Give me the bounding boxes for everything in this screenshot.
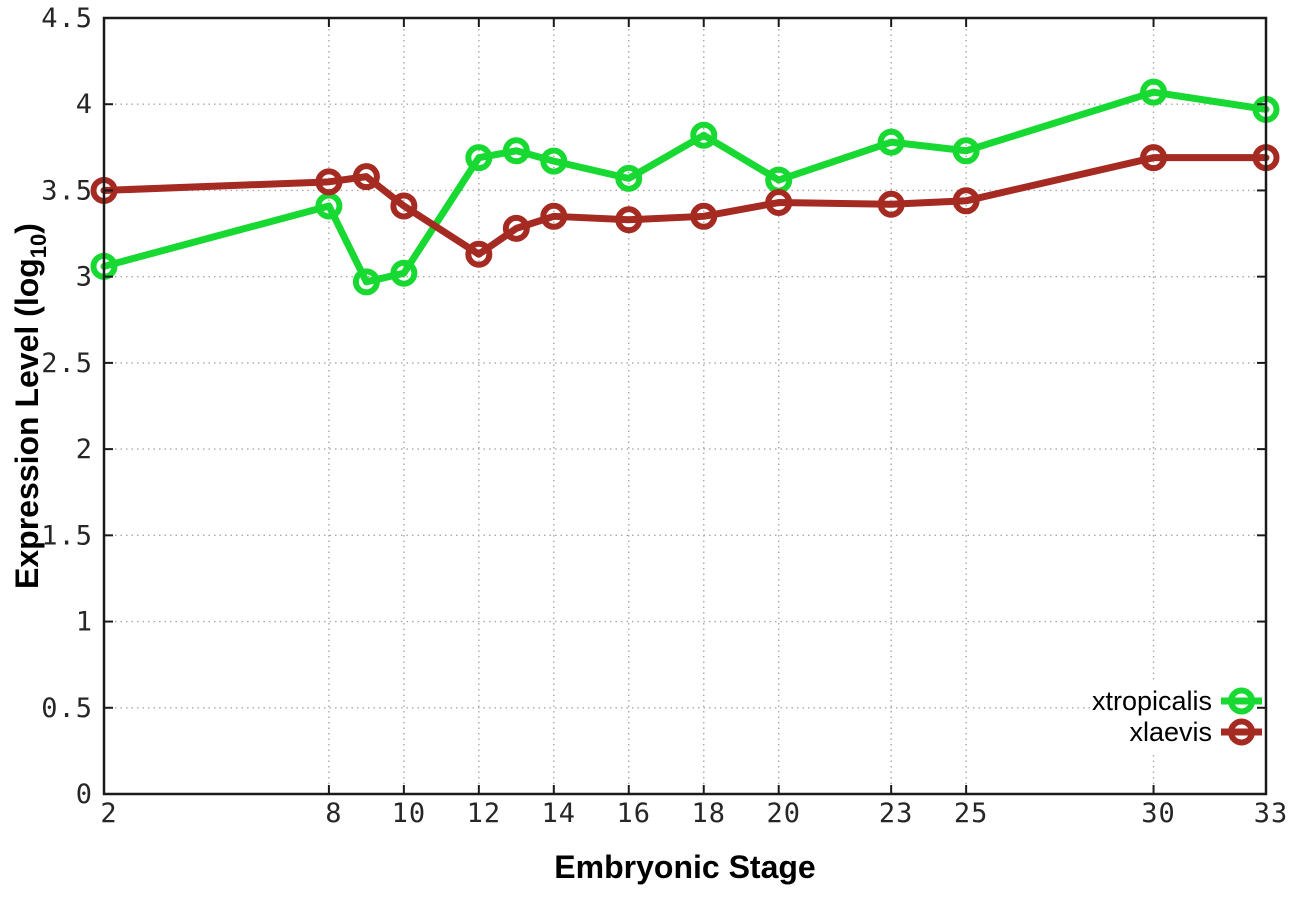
x-tick-label: 8 bbox=[325, 798, 342, 829]
y-tick-label: 0 bbox=[76, 779, 93, 810]
data-point-xtropicalis bbox=[315, 192, 343, 220]
x-tick-label: 18 bbox=[691, 798, 726, 829]
data-point-xtropicalis bbox=[877, 128, 905, 156]
x-tick-label: 20 bbox=[766, 798, 801, 829]
x-tick-label: 23 bbox=[879, 798, 914, 829]
x-tick-label: 2 bbox=[100, 798, 117, 829]
data-point-xtropicalis bbox=[690, 121, 718, 149]
y-tick-label: 4 bbox=[76, 89, 93, 120]
x-tick-label: 33 bbox=[1254, 798, 1289, 829]
y-tick-label: 1.5 bbox=[41, 520, 93, 551]
data-point-xlaevis bbox=[952, 187, 980, 215]
legend-marker bbox=[1228, 687, 1255, 715]
y-tick-label: 3.5 bbox=[41, 175, 93, 206]
y-tick-label: 2.5 bbox=[41, 348, 93, 379]
data-point-xlaevis bbox=[877, 190, 905, 218]
data-point-xlaevis bbox=[315, 168, 343, 196]
tick-labels: 2 8 10 12 14 16 18 20 23 25 30 33 0 0.5 1 1.5 2 2.5 3 3.5 4 4… bbox=[41, 3, 1289, 829]
data-point-xlaevis bbox=[390, 192, 418, 220]
data-point-xlaevis bbox=[465, 240, 493, 268]
data-point-xtropicalis bbox=[615, 164, 643, 192]
legend-marker bbox=[1228, 718, 1255, 746]
data-point-xtropicalis bbox=[540, 147, 568, 175]
data-point-xlaevis bbox=[615, 206, 643, 234]
data-point-xlaevis bbox=[352, 163, 380, 191]
y-axis-title: Expression Level (log10) bbox=[9, 223, 51, 589]
plot-border bbox=[102, 16, 1268, 796]
data-point-xtropicalis bbox=[390, 259, 418, 287]
x-tick-label: 12 bbox=[467, 798, 502, 829]
data-point-xlaevis bbox=[690, 202, 718, 230]
y-tick-label: 2 bbox=[76, 434, 93, 465]
x-tick-label: 30 bbox=[1141, 798, 1176, 829]
x-tick-label: 16 bbox=[617, 798, 652, 829]
legend-label-xlaevis: xlaevis bbox=[1129, 717, 1212, 747]
y-tick-label: 3 bbox=[76, 262, 93, 293]
x-tick-label: 14 bbox=[542, 798, 577, 829]
data-point-xtropicalis bbox=[352, 268, 380, 296]
y-tick-label: 4.5 bbox=[41, 3, 93, 34]
data-point-xlaevis bbox=[540, 202, 568, 230]
series-line-xlaevis bbox=[100, 154, 1270, 258]
grid-layer bbox=[103, 17, 1267, 795]
y-tick-label: 0.5 bbox=[41, 693, 93, 724]
data-point-xtropicalis bbox=[465, 144, 493, 172]
x-tick-label: 10 bbox=[392, 798, 427, 829]
axis-layer bbox=[102, 16, 1268, 796]
data-point-xtropicalis bbox=[1140, 78, 1168, 106]
data-point-xtropicalis bbox=[952, 137, 980, 165]
data-point-xlaevis bbox=[502, 214, 530, 242]
legend-item-xlaevis: xlaevis bbox=[1129, 717, 1262, 747]
data-point-xtropicalis bbox=[502, 137, 530, 165]
y-tick-label: 1 bbox=[76, 607, 93, 638]
data-point-xlaevis bbox=[1140, 144, 1168, 172]
x-axis-title: Embryonic Stage bbox=[554, 849, 815, 885]
series-layer bbox=[90, 78, 1280, 296]
data-point-xlaevis bbox=[765, 189, 793, 217]
x-tick-label: 25 bbox=[954, 798, 989, 829]
legend-label-xtropicalis: xtropicalis bbox=[1092, 686, 1212, 716]
legend-item-xtropicalis: xtropicalis bbox=[1092, 686, 1262, 716]
